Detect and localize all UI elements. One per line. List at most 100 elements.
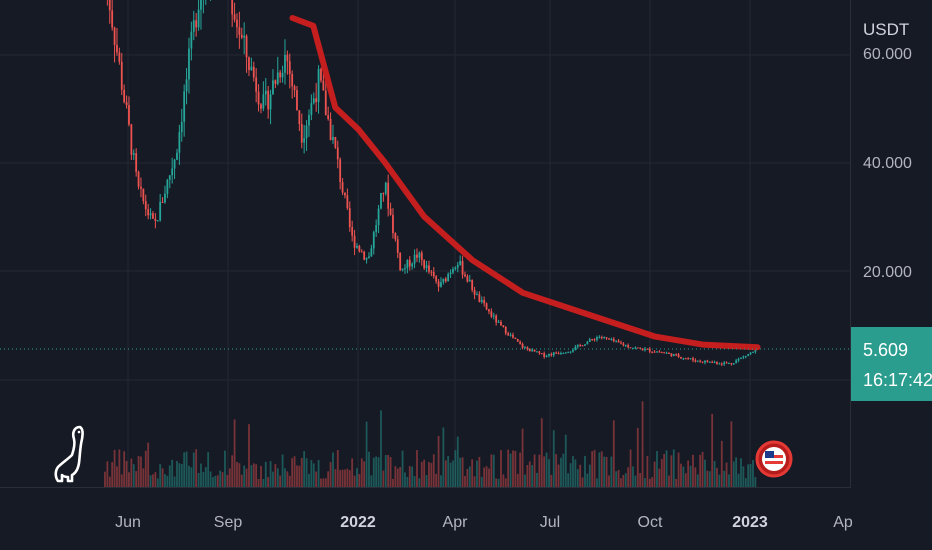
candle-body: [233, 14, 236, 20]
candle-body: [689, 358, 692, 360]
candle-body: [334, 137, 337, 148]
volume-bar: [708, 471, 711, 487]
volume-bar: [747, 464, 750, 487]
volume-bar: [358, 473, 361, 487]
candle-body: [560, 353, 562, 355]
volume-bar: [394, 466, 397, 487]
y-tick-label: 60.000: [863, 46, 912, 63]
volume-bar: [629, 449, 632, 487]
candle-body: [432, 272, 435, 277]
candle-body: [440, 282, 442, 287]
candle-body: [720, 363, 723, 365]
volume-bar: [416, 449, 418, 487]
volume-bar: [190, 467, 193, 487]
volume-bar: [248, 424, 250, 487]
candle-body: [123, 89, 126, 103]
volume-bar: [749, 463, 752, 487]
candle-body: [178, 132, 181, 153]
volume-bar: [744, 478, 747, 487]
candle-body: [490, 311, 493, 317]
volume-bar: [572, 456, 574, 487]
candle-body: [135, 153, 138, 172]
candle-body: [485, 303, 488, 310]
volume-bar: [135, 471, 138, 487]
volume-bar: [562, 453, 565, 487]
volume-bar: [317, 459, 320, 487]
volume-bar: [149, 475, 152, 487]
volume-bar: [603, 456, 606, 487]
volume-bar: [310, 460, 313, 487]
volume-bar: [444, 460, 447, 487]
candle-body: [140, 186, 142, 189]
candle-body: [168, 175, 171, 180]
candle-body: [231, 0, 234, 15]
volume-bar: [255, 464, 258, 487]
candle-body: [128, 105, 130, 125]
candle-body: [548, 353, 550, 356]
candle-body: [694, 360, 697, 362]
candle-body: [740, 357, 742, 359]
candle-body: [557, 353, 560, 355]
candle-body: [296, 90, 298, 111]
candle-body: [288, 61, 291, 75]
candle-body: [680, 356, 682, 359]
candle-body: [718, 363, 721, 365]
volume-bar: [404, 472, 406, 487]
volume-bar: [207, 452, 210, 487]
candle-body: [656, 351, 658, 353]
volume-bar: [214, 475, 217, 487]
candle-body: [183, 91, 186, 122]
candle-body: [471, 279, 474, 290]
y-axis[interactable]: 60.000 40.000 20.000: [863, 46, 912, 281]
volume-bar: [166, 475, 169, 487]
volume-bar: [545, 452, 548, 487]
volume-bar: [279, 475, 282, 487]
candle-body: [701, 361, 704, 363]
volume-bar: [591, 451, 594, 487]
volume-bar: [459, 457, 462, 487]
volume-bar: [339, 470, 342, 487]
candle-body: [380, 193, 382, 209]
volume-bar: [320, 478, 322, 487]
candle-body: [591, 339, 594, 341]
volume-bar: [219, 470, 222, 487]
volume-bar: [128, 472, 130, 487]
candle-body: [483, 299, 486, 304]
volume-bar: [639, 472, 642, 487]
candle-body: [610, 338, 613, 340]
candle-body: [130, 124, 133, 155]
candle-body: [538, 351, 541, 354]
candle-body: [320, 69, 322, 81]
volume-bar: [432, 454, 435, 487]
volume-bar: [574, 459, 577, 487]
volume-bar: [161, 468, 164, 487]
volume-bar: [116, 466, 118, 487]
volume-bar: [660, 458, 663, 487]
flag-badge-icon[interactable]: [755, 440, 793, 478]
volume-bar: [617, 469, 620, 487]
volume-bar: [550, 474, 553, 487]
volume-bar: [418, 478, 421, 487]
volume-bar: [377, 457, 380, 487]
candle-body: [404, 268, 406, 270]
volume-bar: [490, 454, 493, 487]
candle-body: [332, 137, 334, 140]
candle-body: [713, 362, 716, 364]
volume-bar: [185, 451, 188, 487]
volume-bar: [348, 470, 351, 487]
volume-bar: [291, 458, 294, 487]
candle-body: [492, 315, 495, 317]
x-tick-label: Ap: [833, 514, 853, 531]
candle-body: [454, 267, 457, 269]
volume-bar: [200, 463, 202, 487]
volume-bar: [658, 468, 661, 487]
volume-bar: [396, 468, 399, 487]
x-axis[interactable]: Jun Sep 2022 Apr Jul Oct 2023 Ap: [115, 514, 853, 531]
volume-bar: [495, 478, 498, 487]
candle-body: [473, 289, 476, 295]
candle-body: [394, 233, 397, 240]
candle-body: [706, 360, 709, 363]
candle-body: [236, 19, 238, 28]
candle-body: [636, 347, 639, 349]
